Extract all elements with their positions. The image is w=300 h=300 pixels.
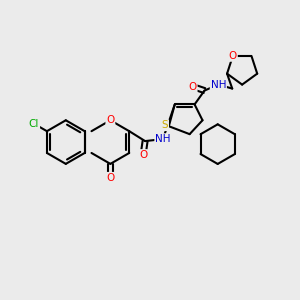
- Text: O: O: [139, 150, 147, 160]
- Text: S: S: [161, 120, 168, 130]
- Text: O: O: [188, 82, 197, 92]
- Text: NH: NH: [155, 134, 171, 144]
- Text: O: O: [106, 115, 115, 125]
- Text: O: O: [106, 173, 115, 183]
- Text: O: O: [229, 51, 237, 61]
- Text: Cl: Cl: [29, 119, 39, 129]
- Text: NH: NH: [211, 80, 226, 90]
